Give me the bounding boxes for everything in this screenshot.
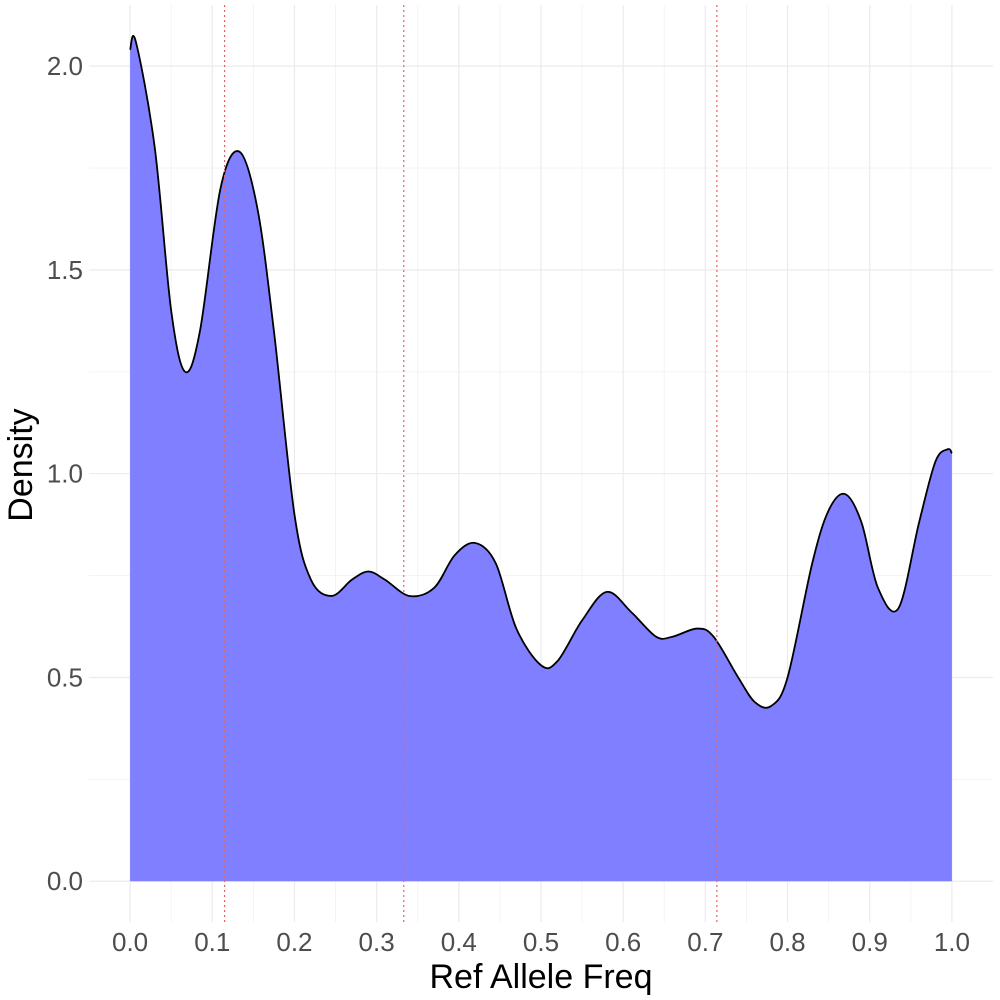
x-tick-label: 0.8 [769, 927, 805, 957]
density-line [129, 34, 953, 709]
density-area [130, 35, 952, 882]
x-tick-label: 0.2 [276, 927, 312, 957]
y-tick-label: 1.0 [47, 459, 83, 489]
x-tick-label: 0.9 [852, 927, 888, 957]
x-tick-label: 0.4 [441, 927, 477, 957]
x-tick-label: 0.3 [359, 927, 395, 957]
x-axis-title: Ref Allele Freq [430, 958, 653, 996]
y-axis-tick-labels: 0.0 0.5 1.0 1.5 2.0 [47, 51, 83, 896]
y-tick-label: 0.5 [47, 662, 83, 692]
x-axis-tick-labels: 0.0 0.1 0.2 0.3 0.4 0.5 0.6 0.7 0.8 0.9 1.0 [112, 927, 970, 957]
x-tick-label: 0.5 [523, 927, 559, 957]
y-tick-label: 0.0 [47, 866, 83, 896]
x-tick-label: 0.0 [112, 927, 148, 957]
x-tick-label: 0.7 [687, 927, 723, 957]
y-axis-title: Density [2, 408, 40, 521]
x-tick-label: 0.1 [194, 927, 230, 957]
y-tick-label: 1.5 [47, 255, 83, 285]
x-tick-label: 0.6 [605, 927, 641, 957]
x-tick-label: 1.0 [934, 927, 970, 957]
y-tick-label: 2.0 [47, 51, 83, 81]
